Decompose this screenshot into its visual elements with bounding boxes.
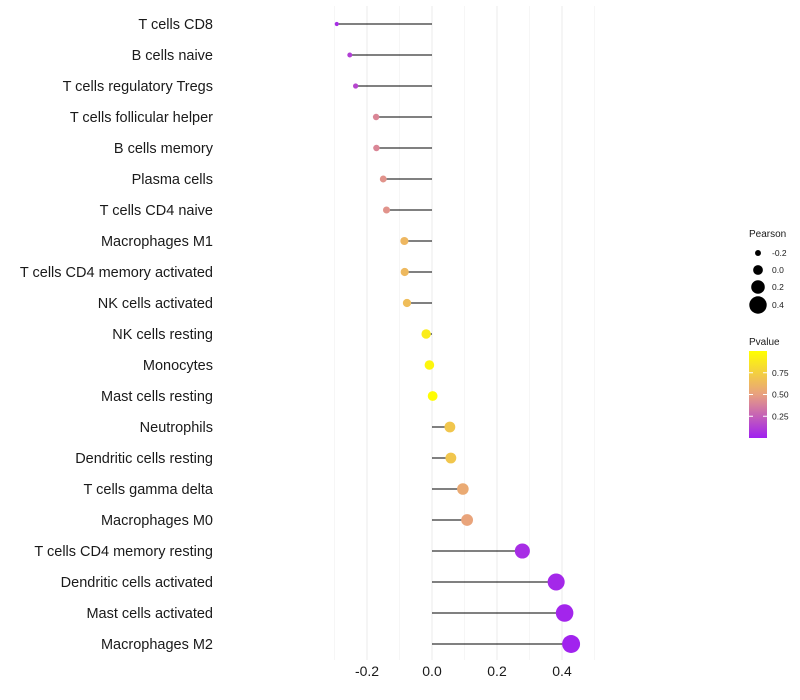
data-point [445, 452, 457, 464]
data-point [347, 52, 353, 58]
category-label: NK cells resting [112, 327, 213, 343]
x-tick-label: 0.2 [487, 663, 507, 679]
legend-size-key [755, 250, 761, 256]
category-label: T cells CD8 [138, 17, 213, 33]
legend-size-label: 0.4 [772, 300, 784, 310]
category-label: B cells naive [132, 48, 213, 64]
category-label: Monocytes [143, 358, 213, 374]
category-label: B cells memory [114, 141, 214, 157]
legend-size-key [749, 296, 767, 314]
legend-size-label: -0.2 [772, 248, 787, 258]
data-point [400, 236, 409, 246]
category-label: Plasma cells [132, 172, 213, 188]
x-tick-label: 0.4 [552, 663, 572, 679]
data-point [379, 175, 387, 183]
data-point [373, 144, 380, 152]
category-label: Macrophages M0 [101, 513, 213, 529]
data-point [461, 514, 474, 526]
data-point [514, 543, 530, 559]
category-label: Mast cells activated [86, 606, 213, 622]
x-axis-ticks: -0.2 0.0 0.2 0.4 [355, 663, 572, 679]
data-point [402, 298, 412, 308]
legend-size-label: 0.0 [772, 265, 784, 275]
data-point [427, 391, 438, 401]
legend-size-label: 0.2 [772, 282, 784, 292]
data-point [562, 635, 581, 653]
x-tick-label: -0.2 [355, 663, 379, 679]
legend-color-label: 0.50 [772, 390, 789, 400]
data-point [400, 267, 409, 277]
legend-color-label: 0.25 [772, 411, 789, 421]
data-point [555, 604, 574, 622]
legend-pearson-title: Pearson [749, 229, 786, 240]
legend-pearson: Pearson -0.2 0.0 0.2 0.4 [749, 229, 787, 314]
legend-size-key [751, 280, 765, 294]
category-labels: T cells CD8 B cells naive T cells regulato… [20, 17, 214, 653]
category-label: Macrophages M1 [101, 234, 213, 250]
data-point [547, 573, 565, 591]
legend-size-key [753, 265, 763, 275]
category-label: Neutrophils [140, 420, 213, 436]
category-label: Mast cells resting [101, 389, 213, 405]
gridlines [334, 6, 595, 660]
category-label: T cells CD4 memory resting [34, 544, 213, 560]
legend-pvalue: Pvalue 0.25 0.50 0.75 [749, 337, 789, 438]
category-label: T cells follicular helper [70, 110, 213, 126]
category-label: Macrophages M2 [101, 637, 213, 653]
data-point [457, 483, 469, 495]
data-point [444, 421, 456, 433]
x-tick-label: 0.0 [422, 663, 442, 679]
points [334, 21, 581, 653]
category-label: Dendritic cells resting [75, 451, 213, 467]
data-point [382, 206, 391, 214]
pvalue-colorbar [749, 351, 767, 438]
data-point [334, 21, 339, 27]
legend-color-label: 0.75 [772, 368, 789, 378]
category-label: T cells regulatory Tregs [63, 79, 213, 95]
data-point [353, 83, 359, 89]
category-label: Dendritic cells activated [61, 575, 213, 591]
data-point [421, 329, 431, 339]
category-label: NK cells activated [98, 296, 213, 312]
category-label: T cells gamma delta [84, 482, 214, 498]
stems [336, 23, 572, 645]
data-point [372, 113, 380, 121]
category-label: T cells CD4 naive [100, 203, 213, 219]
data-point [424, 360, 435, 370]
legend-pvalue-title: Pvalue [749, 337, 780, 348]
category-label: T cells CD4 memory activated [20, 265, 213, 281]
